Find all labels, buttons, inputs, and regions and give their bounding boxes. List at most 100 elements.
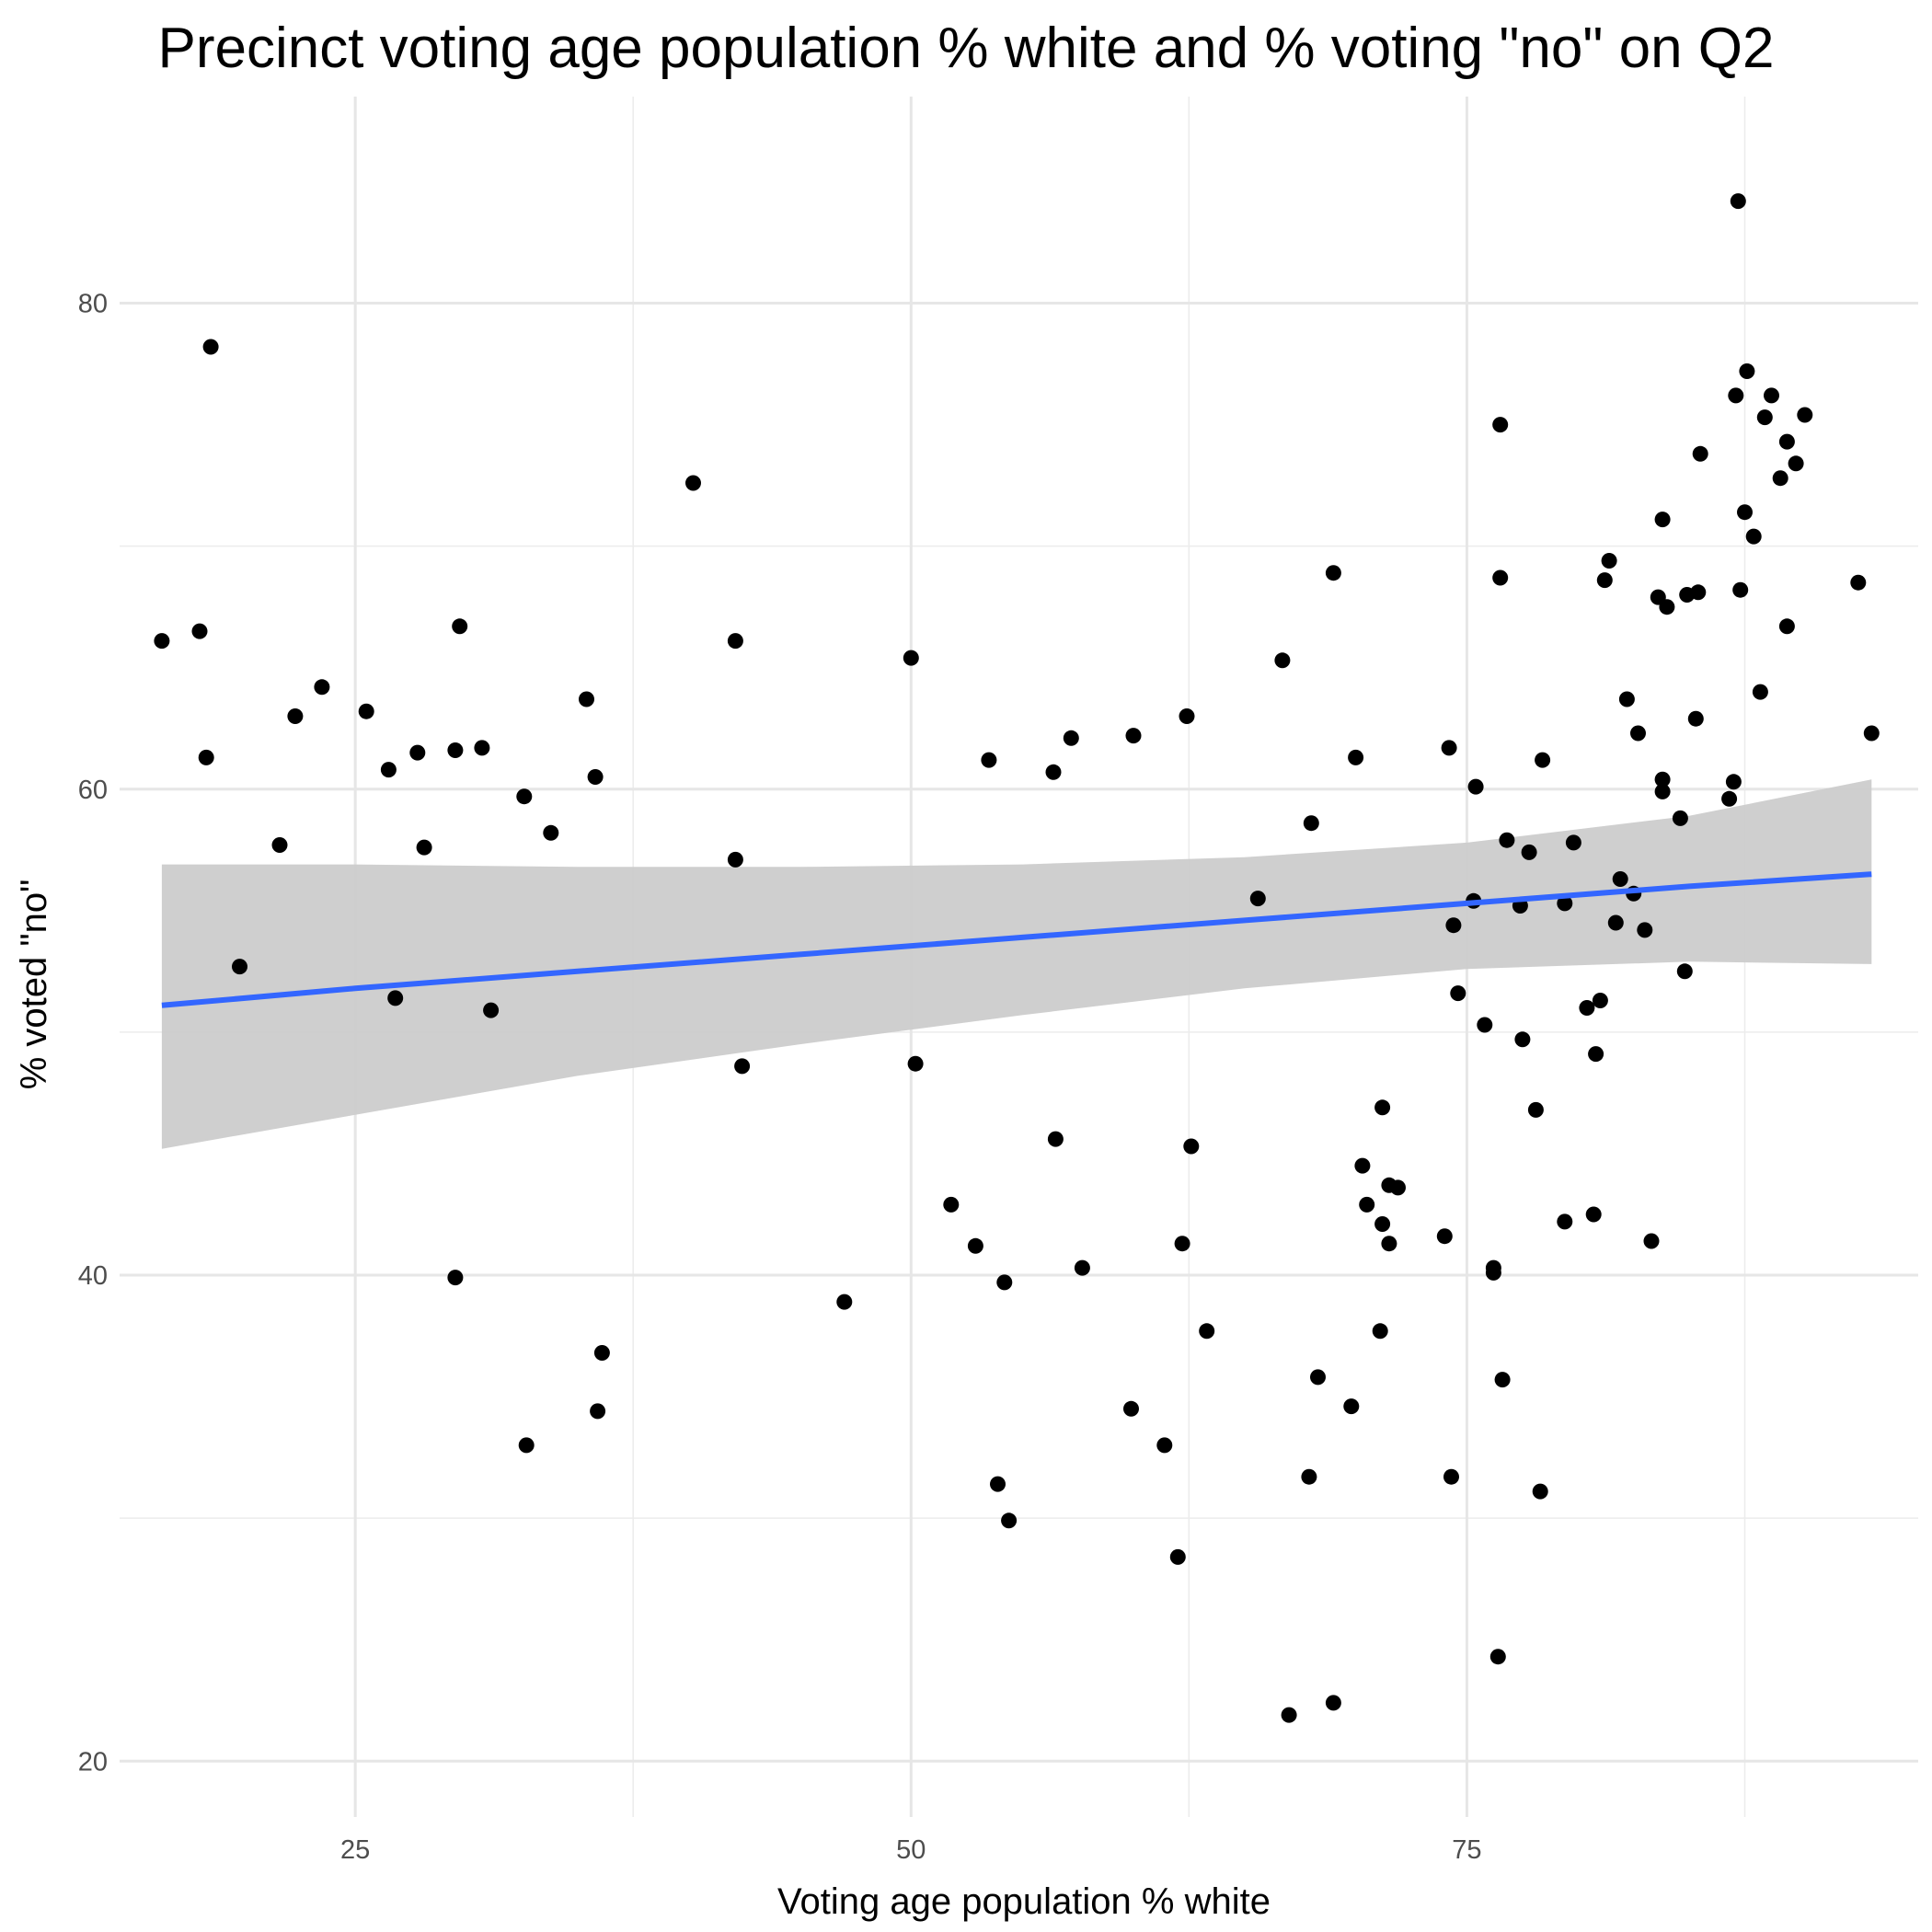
data-point [1565,834,1581,851]
data-point [836,1294,853,1310]
data-point [271,837,288,853]
data-point [1772,470,1788,487]
data-point [1183,1138,1200,1155]
data-point [727,633,743,650]
data-point [1692,445,1708,462]
data-point [518,1437,535,1454]
data-point [967,1237,983,1254]
data-point [1690,584,1707,601]
data-point [1728,387,1744,404]
data-point [1778,618,1795,635]
data-point [409,744,426,761]
data-point [474,740,490,756]
data-point [593,1345,610,1361]
y-axis-title: % voted "no" [14,880,54,1090]
confidence-band [161,779,1872,1149]
data-point [1676,963,1693,980]
data-point [590,1403,606,1420]
data-point [1659,599,1675,615]
x-tick-label: 75 [1452,1835,1481,1865]
data-point [1174,1236,1190,1252]
data-point [1343,1398,1360,1415]
data-point [1001,1512,1018,1529]
data-point [1601,553,1617,569]
data-point [1756,409,1773,426]
data-point [1359,1196,1375,1213]
data-point [981,752,997,768]
tick-labels: 25 50 75 20 40 60 80 [78,290,1482,1865]
data-point [1687,710,1704,727]
data-point [483,1002,500,1018]
data-point [1450,985,1466,1002]
data-point [1535,752,1551,768]
data-point [1249,891,1266,907]
data-point [1063,730,1079,746]
data-point [1445,917,1462,934]
data-point [1745,528,1762,545]
regression-line [161,871,1872,1008]
data-point [202,339,219,355]
data-point [1374,1216,1391,1232]
data-point [1863,725,1880,742]
data-point [1654,783,1671,799]
data-point [1654,512,1671,528]
data-point [1372,1323,1388,1340]
data-point [1752,684,1768,700]
data-point [734,1058,751,1075]
data-point [416,839,432,856]
data-point [1737,504,1753,521]
data-point [287,708,304,724]
data-point [1588,1046,1604,1063]
data-point [1579,1000,1595,1016]
data-point [1607,914,1624,931]
data-point [452,618,468,635]
data-point [387,990,404,1006]
data-point [1672,810,1688,826]
data-point [1303,815,1319,832]
y-tick-label: 60 [78,776,108,805]
data-point [1618,691,1635,707]
data-point [1169,1548,1186,1565]
data-point [727,851,743,868]
data-point [1764,387,1779,404]
data-point [1485,1264,1501,1281]
data-point [1492,417,1509,433]
data-point [1850,574,1867,591]
data-point [1489,1649,1506,1665]
data-point [1199,1323,1215,1340]
data-point [1325,1695,1341,1711]
data-point [447,1270,464,1286]
data-point [232,959,247,975]
data-point [1596,572,1613,589]
confidence-band-group [161,779,1872,1149]
data-point [579,691,594,707]
data-point [1654,771,1671,788]
x-tick-label: 25 [340,1835,370,1865]
data-point [1557,1213,1573,1230]
data-point [1074,1259,1090,1276]
data-point [1630,725,1646,742]
data-point [1443,1468,1459,1485]
data-point [1521,844,1537,860]
data-point [516,788,533,805]
data-point [1514,1031,1531,1048]
data-point [685,475,701,491]
data-point [1381,1236,1397,1252]
data-point [903,650,919,666]
data-point [1123,1400,1139,1417]
data-point [1492,569,1509,586]
data-point [1637,922,1653,938]
data-point [1527,1101,1544,1118]
data-point [1301,1468,1317,1485]
x-tick-label: 50 [896,1835,926,1865]
data-point [1721,790,1738,807]
data-point [996,1274,1013,1291]
data-point [1047,1131,1064,1147]
data-point [587,769,604,785]
data-point [1441,740,1457,756]
data-point [1045,764,1062,780]
y-tick-label: 20 [78,1747,108,1777]
y-tick-label: 40 [78,1261,108,1291]
data-point [154,633,170,650]
